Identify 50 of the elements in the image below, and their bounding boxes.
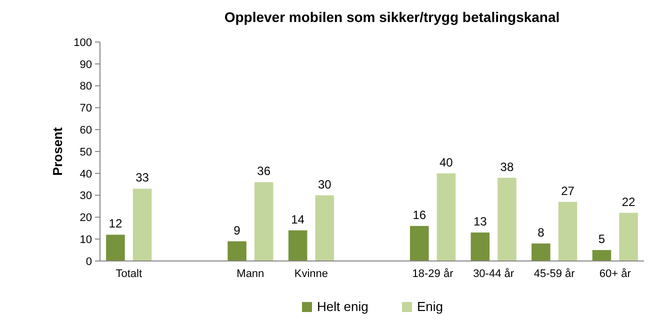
y-tick-label: 30 <box>80 190 92 202</box>
x-tick-label: 30-44 år <box>473 268 514 280</box>
bar <box>254 182 274 261</box>
bar <box>619 212 638 261</box>
bar <box>228 241 246 261</box>
data-label: 14 <box>291 212 305 226</box>
x-tick-label: 18-29 år <box>412 268 454 280</box>
data-label: 40 <box>440 155 454 170</box>
x-tick-label: 45-59 år <box>534 268 576 280</box>
x-tick-label: 60+ år <box>599 268 632 280</box>
bar <box>436 173 456 261</box>
bar <box>470 232 490 261</box>
data-label: 36 <box>257 164 271 178</box>
data-label: 12 <box>108 216 122 231</box>
data-label: 27 <box>561 184 575 198</box>
y-tick-label: 20 <box>80 212 92 224</box>
y-tick-label: 10 <box>80 234 92 246</box>
bar <box>410 226 429 261</box>
data-label: 30 <box>318 177 332 192</box>
data-label: 38 <box>500 160 514 174</box>
bar <box>132 188 152 261</box>
bar <box>498 178 516 261</box>
y-tick-label: 100 <box>74 36 92 49</box>
y-tick-label: 50 <box>80 146 92 158</box>
x-tick-label: Mann <box>236 268 264 280</box>
legend-label: Helt enig <box>317 299 368 314</box>
y-tick-label: 80 <box>80 80 92 93</box>
x-tick-label: Totalt <box>116 268 142 280</box>
y-tick-label: 90 <box>80 58 92 71</box>
data-label: 9 <box>234 223 241 238</box>
data-label: 13 <box>473 214 488 229</box>
y-tick-label: 60 <box>80 124 92 136</box>
data-label: 22 <box>622 194 636 209</box>
x-tick-label: Kvinne <box>294 268 328 280</box>
data-label: 5 <box>598 232 606 246</box>
data-label: 16 <box>412 208 426 222</box>
bar <box>106 234 125 261</box>
y-tick-label: 0 <box>86 256 92 268</box>
bar <box>315 195 334 261</box>
data-label: 33 <box>136 170 150 185</box>
bar <box>532 243 550 261</box>
y-axis-title: Prosent <box>50 126 65 176</box>
legend-label: Enig <box>417 299 444 314</box>
bar <box>288 230 308 261</box>
bar <box>592 250 612 261</box>
bar <box>558 202 578 261</box>
y-tick-label: 70 <box>80 102 92 115</box>
data-label: 8 <box>538 225 545 240</box>
chart-title: Opplever mobilen som sikker/trygg betalingskanal <box>224 9 560 25</box>
y-tick-label: 40 <box>80 168 92 180</box>
